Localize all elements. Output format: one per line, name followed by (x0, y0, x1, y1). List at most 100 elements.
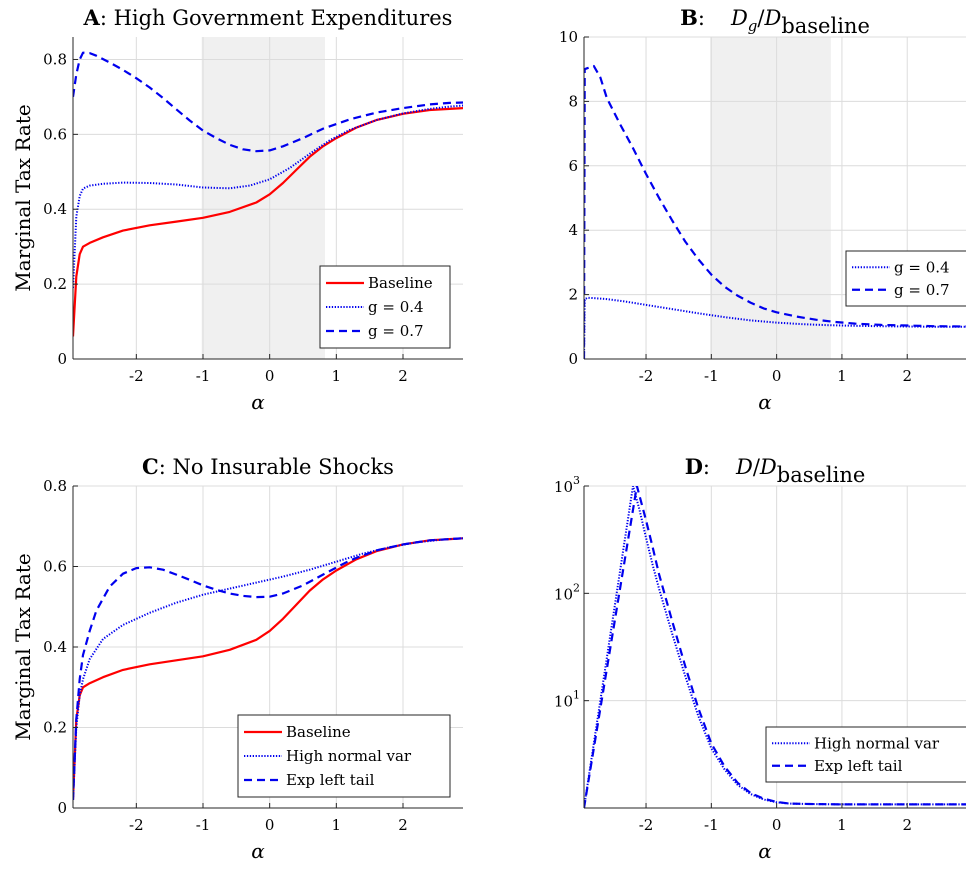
legend: g = 0.4 g = 0.7 (845, 250, 966, 307)
y-tick-label: 0.8 (43, 50, 67, 68)
y-tick-label: 102 (554, 581, 580, 603)
y-tick-label: 10 (559, 28, 578, 46)
title-letter: C (142, 454, 159, 479)
x-tick-label: 0 (265, 816, 275, 834)
x-tick-label: 2 (902, 816, 912, 834)
y-tick-label: 4 (568, 221, 578, 239)
series-line (73, 537, 463, 801)
panel-c: -2 -1 0 1 2 0 0.2 0.4 0.6 0.8 α Marginal Tax Rate C:… (11, 454, 463, 863)
legend-label: Exp left tail (814, 757, 903, 775)
legend-label: g = 0.4 (894, 258, 950, 276)
x-tick-label: -1 (704, 816, 719, 834)
x-tick-label: 0 (265, 367, 275, 385)
y-axis-label: Marginal Tax Rate (11, 553, 35, 740)
chart-title: C: No Insurable Shocks (142, 454, 394, 479)
y-tick-exp: 2 (573, 581, 580, 594)
chart-title: A: High Government Expenditures (83, 5, 453, 30)
y-tick-label: 0.2 (43, 719, 67, 737)
x-tick-label: 1 (837, 367, 847, 385)
x-tick-label: -1 (196, 367, 211, 385)
title-var: D (730, 6, 748, 30)
title-slash: / (753, 455, 761, 479)
title-subscript: g (748, 17, 758, 35)
y-tick-label: 103 (554, 474, 580, 496)
x-tick-label: 0 (772, 367, 782, 385)
y-tick-base: 10 (554, 585, 573, 603)
y-tick-base: 10 (554, 693, 573, 711)
x-tick-label: 1 (332, 816, 342, 834)
y-axis-label: Marginal Tax Rate (11, 104, 35, 291)
title-sep: : (698, 6, 705, 30)
title-var: D (759, 455, 777, 479)
y-tick-label: 0 (568, 350, 578, 368)
x-axis-label: α (251, 390, 265, 414)
x-tick-label: 2 (902, 367, 912, 385)
legend-box (845, 250, 966, 307)
x-axis-label: α (758, 390, 772, 414)
title-subscript: baseline (777, 463, 866, 487)
y-tick-label: 0.8 (43, 477, 67, 495)
title-letter: B (680, 5, 698, 30)
title-var: D (735, 455, 753, 479)
y-tick-label: 0 (57, 350, 67, 368)
legend: Baseline g = 0.4 g = 0.7 (319, 265, 451, 349)
series-line (73, 51, 463, 153)
x-tick-label: 2 (398, 816, 408, 834)
series-group (73, 51, 463, 337)
y-tick-label: 0.4 (43, 200, 67, 218)
chart-title: D: D/Dbaseline (685, 454, 866, 487)
panel-a: -2 -1 0 1 2 0 0.2 0.4 0.6 0.8 α Marginal Tax Rate A:… (11, 5, 463, 414)
legend-label: g = 0.7 (368, 322, 424, 340)
x-tick-label: -2 (639, 367, 654, 385)
title-sep: : (703, 455, 710, 479)
shaded-region (710, 37, 831, 359)
y-tick-label: 0.2 (43, 275, 67, 293)
y-tick-label: 0 (57, 799, 67, 817)
x-tick-label: -2 (129, 816, 144, 834)
series-group (584, 486, 966, 808)
x-tick-label: -1 (196, 816, 211, 834)
x-tick-label: -1 (704, 367, 719, 385)
legend: High normal var Exp left tail (765, 726, 966, 783)
legend-box (765, 726, 966, 783)
series-line (584, 296, 966, 359)
y-tick-base: 10 (554, 478, 573, 496)
x-axis-label: α (758, 839, 772, 863)
y-tick-label: 6 (568, 157, 578, 175)
legend-label: g = 0.7 (894, 281, 950, 299)
y-tick-label: 2 (568, 286, 578, 304)
legend-label: High normal var (814, 734, 940, 752)
y-tick-label: 8 (568, 92, 578, 110)
y-tick-exp: 3 (573, 474, 580, 487)
x-tick-label: 0 (772, 816, 782, 834)
series-group (584, 64, 966, 359)
title-slash: / (757, 6, 765, 30)
series-line (584, 486, 966, 808)
series-line (73, 104, 463, 288)
y-tick-label: 0.6 (43, 125, 67, 143)
y-tick-exp: 1 (573, 689, 580, 702)
x-tick-label: 1 (837, 816, 847, 834)
title-text: : High Government Expenditures (100, 6, 453, 30)
series-line (73, 107, 463, 337)
title-subscript: baseline (781, 14, 870, 38)
x-tick-label: -2 (129, 367, 144, 385)
legend-label: Exp left tail (286, 771, 375, 789)
legend-label: High normal var (286, 747, 412, 765)
legend: Baseline High normal var Exp left tail (237, 714, 451, 798)
x-tick-label: 1 (332, 367, 342, 385)
chart-title: B: Dg/Dbaseline (680, 5, 870, 38)
x-axis-label: α (251, 839, 265, 863)
x-tick-label: -2 (639, 816, 654, 834)
title-var: D (763, 6, 781, 30)
y-tick-label: 0.6 (43, 558, 67, 576)
x-tick-label: 2 (398, 367, 408, 385)
series-line (584, 64, 966, 359)
legend-label: Baseline (368, 274, 433, 292)
title-letter: A (83, 5, 101, 30)
series-group (73, 537, 463, 801)
title-text: : No Insurable Shocks (159, 455, 394, 479)
